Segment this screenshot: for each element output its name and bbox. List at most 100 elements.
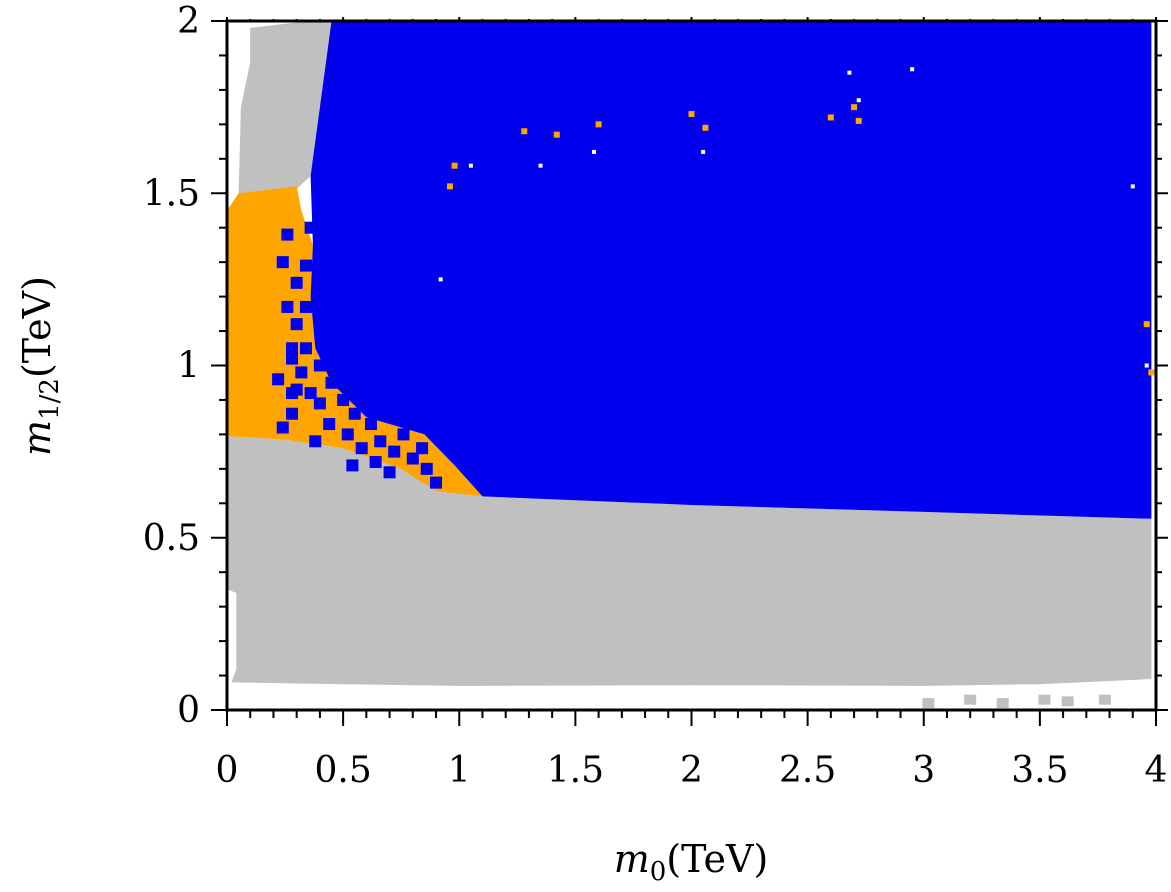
y-tick-label-0: 0 xyxy=(177,690,200,731)
blue-square-point-15 xyxy=(430,476,443,489)
blue-square-point-11 xyxy=(374,435,387,448)
blue-square-point-17 xyxy=(323,418,336,431)
y-tick-label-2: 2 xyxy=(177,1,200,42)
blue-square-point-33 xyxy=(304,387,317,400)
orange-dot-3 xyxy=(688,111,695,118)
y-axis-unit: (TeV) xyxy=(15,276,59,378)
x-tick-label-1.5: 1.5 xyxy=(547,750,604,791)
blue-square-point-27 xyxy=(299,259,312,272)
x-tick-label-2: 2 xyxy=(680,750,703,791)
blue-square-point-18 xyxy=(341,428,354,441)
orange-dot-9 xyxy=(446,183,453,190)
blue-square-point-51 xyxy=(759,125,772,138)
blue-square-point-28 xyxy=(304,221,317,234)
orange-dot-11 xyxy=(1148,369,1155,376)
blue-square-point-24 xyxy=(299,300,312,313)
white-dot-2 xyxy=(538,163,543,168)
blue-square-point-47 xyxy=(286,387,299,400)
white-dot-5 xyxy=(856,98,861,103)
blue-square-point-10 xyxy=(364,418,377,431)
region-gray-lower-band xyxy=(227,436,1152,686)
blue-square-point-16 xyxy=(313,397,326,410)
x-tick-label-3.5: 3.5 xyxy=(1011,750,1068,791)
white-dot-9 xyxy=(1144,363,1149,368)
blue-square-point-43 xyxy=(286,342,299,355)
x-tick-label-2.5: 2.5 xyxy=(779,750,836,791)
blue-square-point-25 xyxy=(290,276,303,289)
blue-square-point-19 xyxy=(355,442,368,455)
blue-square-point-26 xyxy=(276,256,289,269)
blue-square-point-37 xyxy=(416,442,429,455)
blue-square-point-5 xyxy=(299,342,312,355)
blue-square-point-20 xyxy=(369,455,382,468)
white-dot-7 xyxy=(910,67,915,72)
blue-square-point-40 xyxy=(332,139,345,152)
white-dot-6 xyxy=(847,70,852,75)
blue-square-point-41 xyxy=(323,132,336,145)
orange-dot-2 xyxy=(595,121,602,128)
blue-square-point-34 xyxy=(309,435,322,448)
x-axis-var: m xyxy=(614,837,650,881)
x-tick-labels: 0 0.5 1 1.5 2 2.5 3 3.5 4 xyxy=(216,750,1168,791)
blue-square-point-30 xyxy=(327,318,340,331)
x-tick-label-1: 1 xyxy=(448,750,471,791)
y-tick-label-0.5: 0.5 xyxy=(143,518,200,559)
blue-square-point-12 xyxy=(388,445,401,458)
blue-square-point-4 xyxy=(286,352,299,365)
blue-square-point-9 xyxy=(348,407,361,420)
orange-dot-0 xyxy=(521,128,528,135)
points-layer xyxy=(272,67,1155,709)
blue-square-point-49 xyxy=(769,101,782,114)
blue-square-point-46 xyxy=(337,366,350,379)
x-tick-label-4: 4 xyxy=(1145,750,1168,791)
gray-dot-3 xyxy=(1038,694,1051,705)
x-axis-unit: (TeV) xyxy=(666,837,768,881)
orange-dot-7 xyxy=(855,117,862,124)
orange-dot-5 xyxy=(827,114,834,121)
blue-square-point-45 xyxy=(364,359,377,372)
y-tick-label-1.5: 1.5 xyxy=(143,173,200,214)
white-dot-0 xyxy=(438,277,443,282)
x-axis-label: m0(TeV) xyxy=(614,837,769,887)
gray-dot-2 xyxy=(996,698,1009,709)
x-tick-label-3: 3 xyxy=(912,750,935,791)
blue-square-point-8 xyxy=(337,393,350,406)
blue-square-point-38 xyxy=(313,152,326,165)
gray-dot-4 xyxy=(1061,696,1074,707)
regions-layer xyxy=(227,21,1152,686)
blue-square-point-3 xyxy=(295,366,308,379)
gray-dot-0 xyxy=(922,698,935,709)
orange-dot-6 xyxy=(851,104,858,111)
blue-square-point-36 xyxy=(397,428,410,441)
orange-dot-4 xyxy=(702,124,709,131)
y-axis-var: m xyxy=(15,420,59,456)
blue-square-point-21 xyxy=(383,466,396,479)
region-gray-upper-left-strip xyxy=(238,21,332,194)
white-dot-3 xyxy=(591,149,596,154)
blue-square-point-50 xyxy=(741,97,754,110)
orange-dot-10 xyxy=(1143,321,1150,328)
y-tick-labels: 0 0.5 1 1.5 2 xyxy=(143,1,200,731)
y-axis-label: m1/2(TeV) xyxy=(15,276,65,456)
blue-square-point-44 xyxy=(318,335,331,348)
blue-square-point-42 xyxy=(281,228,294,241)
blue-square-point-32 xyxy=(272,373,285,386)
ticks-layer xyxy=(211,17,1168,726)
blue-square-point-7 xyxy=(325,376,338,389)
x-tick-label-0.5: 0.5 xyxy=(314,750,371,791)
y-axis-sub: 1/2 xyxy=(35,378,65,420)
blue-square-point-6 xyxy=(313,359,326,372)
blue-square-point-29 xyxy=(341,331,354,344)
blue-square-point-39 xyxy=(341,152,354,165)
white-dot-4 xyxy=(701,149,706,154)
gray-dot-5 xyxy=(1098,694,1111,705)
blue-square-point-13 xyxy=(406,452,419,465)
blue-square-point-14 xyxy=(420,462,433,475)
y-tick-label-1: 1 xyxy=(177,346,200,387)
blue-square-point-31 xyxy=(355,345,368,358)
region-blue-region xyxy=(310,21,1152,519)
blue-square-point-0 xyxy=(276,421,289,434)
blue-square-point-48 xyxy=(750,114,763,127)
white-dot-1 xyxy=(468,163,473,168)
